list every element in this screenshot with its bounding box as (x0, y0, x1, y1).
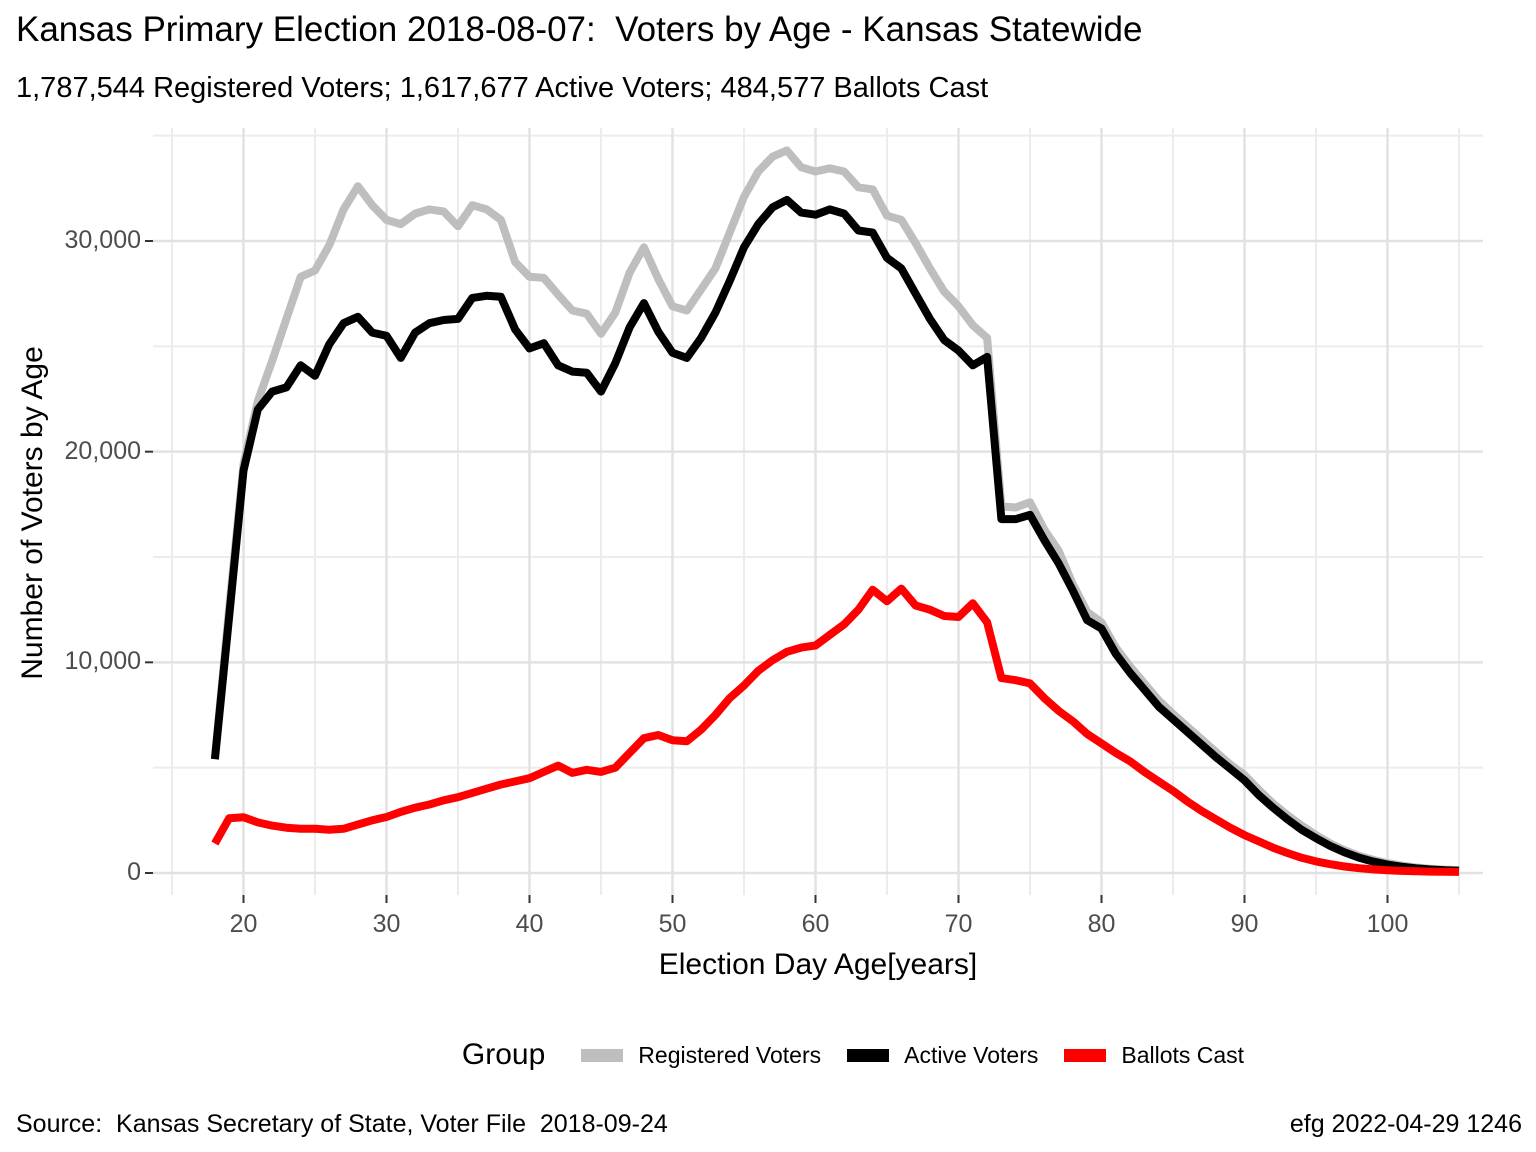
legend-swatch (581, 1048, 624, 1062)
x-tick-label: 80 (1087, 910, 1116, 938)
y-axis-title: Number of Voters by Age (16, 346, 49, 680)
legend-swatch (847, 1048, 890, 1062)
series-line-active-voters (210, 195, 1460, 875)
chart-title: Kansas Primary Election 2018-08-07: Vote… (16, 10, 1143, 49)
x-tick-label: 60 (801, 910, 830, 938)
legend-swatch (1064, 1048, 1107, 1062)
legend-item-ballots-cast: Ballots Cast (1064, 1042, 1244, 1069)
y-tick-label: 30,000 (64, 226, 141, 254)
x-tick-label: 20 (229, 910, 258, 938)
x-tick-label: 30 (372, 910, 401, 938)
y-tick-label: 20,000 (64, 436, 141, 465)
series-line-ballots-cast (211, 584, 1460, 876)
y-tick-label: 0 (127, 858, 141, 886)
legend-item-label: Registered Voters (638, 1041, 822, 1068)
series-line-registered-voters (210, 146, 1460, 875)
x-tick-label: 90 (1230, 910, 1259, 938)
legend-item-registered-voters: Registered Voters (581, 1042, 821, 1069)
x-tick-label: 100 (1366, 910, 1409, 938)
x-tick-label: 40 (515, 910, 544, 938)
legend: Group Registered Voters Active Voters Ball… (170, 1038, 1536, 1072)
legend-items: Registered Voters Active Voters Ballots Ca… (555, 1042, 1244, 1069)
legend-item-active-voters: Active Voters (847, 1042, 1038, 1069)
x-tick-label: 50 (658, 910, 687, 938)
legend-title: Group (461, 1038, 546, 1071)
x-tick-label: 70 (944, 910, 973, 938)
y-tick-label: 10,000 (64, 647, 141, 676)
x-axis-title: Election Day Age[years] (658, 948, 978, 981)
legend-item-label: Ballots Cast (1121, 1041, 1245, 1068)
footer-source-text: Source: Kansas Secretary of State, Voter… (16, 1110, 668, 1138)
chart-subtitle: 1,787,544 Registered Voters; 1,617,677 A… (16, 72, 989, 104)
legend-item-label: Active Voters (904, 1041, 1039, 1068)
footer-credit-text: efg 2022-04-29 1246 (1289, 1110, 1522, 1138)
